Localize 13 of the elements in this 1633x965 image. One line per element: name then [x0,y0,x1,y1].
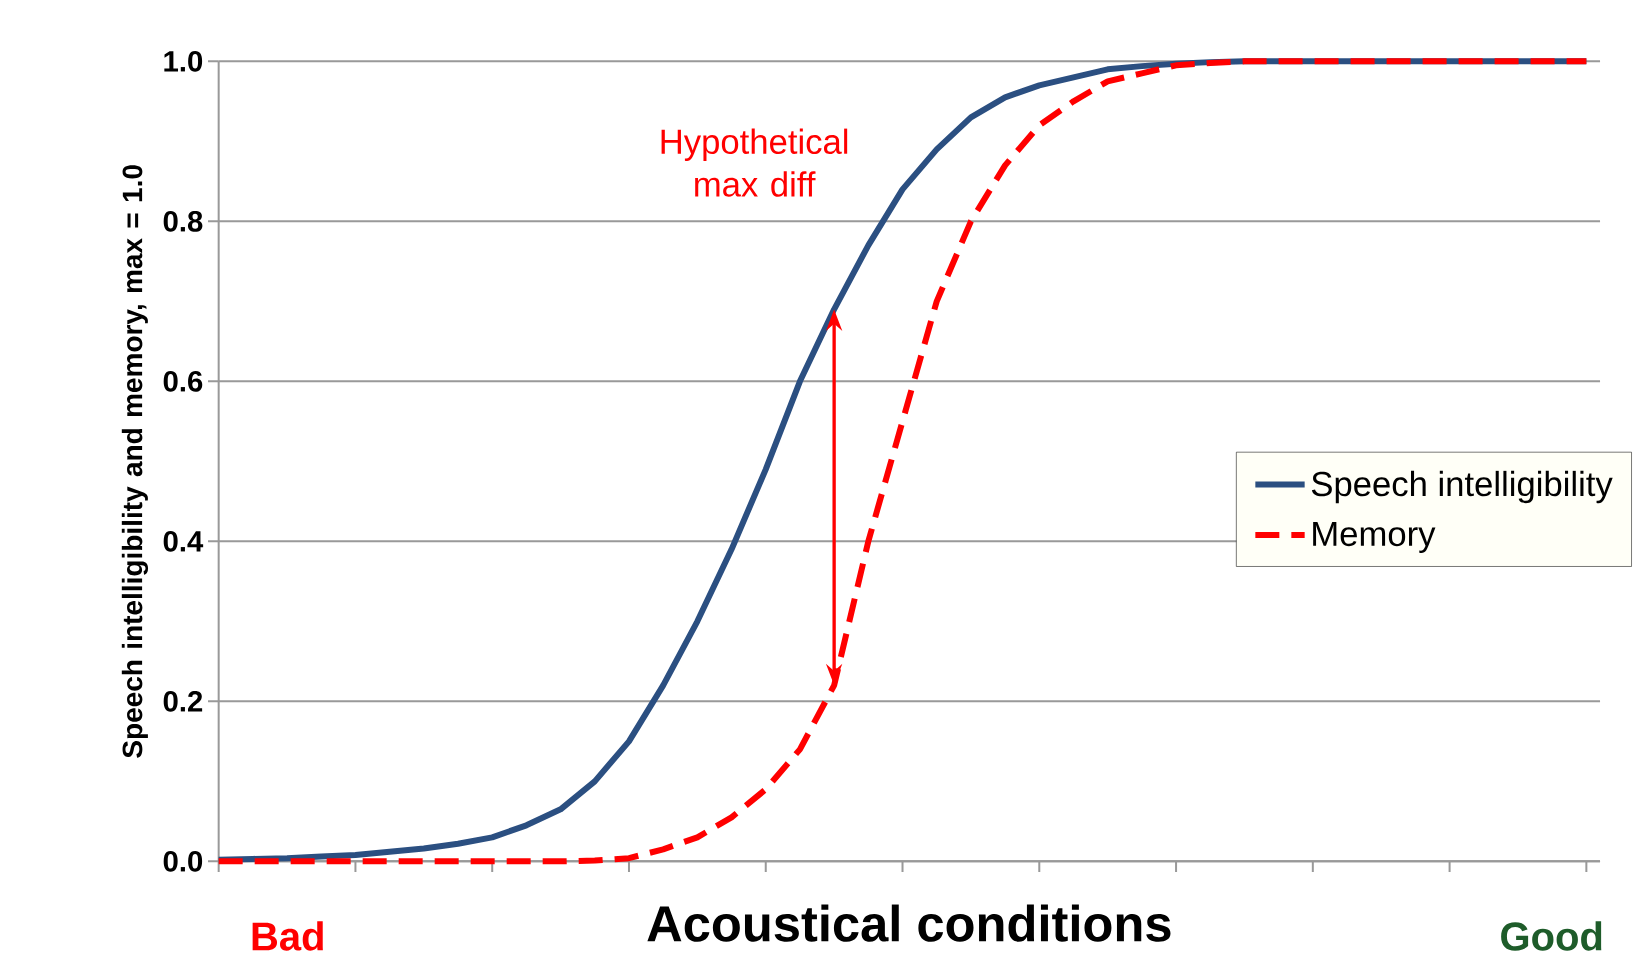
annotation: Hypothetical max diff [661,128,848,197]
y-tick-label: 0.8 [163,210,203,232]
y-tick-label: 0.6 [163,370,203,392]
text: Bad [252,921,323,951]
y-tick-label: 0.4 [163,530,204,552]
x-axis-title: Acoustical conditions [647,904,1171,942]
text: Good [1501,921,1602,951]
legend-label: Memory [1313,521,1436,554]
y-tick-label: 0.2 [163,690,203,712]
legend-label: Speech intelligibility [1311,470,1613,504]
y-axis-title: Speech intelligibility and memory, max = 1.0 [121,165,149,758]
y-tick-label: 0.0 [163,850,203,872]
y-tick-label: 1.0 [164,50,203,72]
